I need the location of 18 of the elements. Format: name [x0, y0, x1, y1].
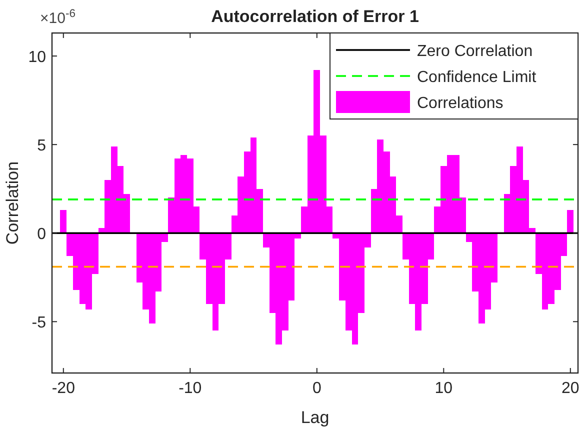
x-tick-label: -20	[52, 380, 76, 397]
legend-label: Confidence Limit	[417, 69, 537, 86]
bar	[567, 210, 574, 234]
x-tick-label: -10	[178, 380, 202, 397]
legend-label: Correlations	[417, 95, 504, 112]
text: ×10$^{-6}$	[40, 8, 76, 27]
x-tick-label: 20	[561, 380, 580, 397]
x-axis-title: Lag	[300, 408, 330, 427]
y-tick-label: 0	[37, 226, 46, 244]
y-tick-label: 5	[37, 138, 46, 155]
x-tick-label: 10	[434, 380, 453, 397]
bar	[60, 210, 67, 234]
chart-title: Autocorrelation of Error 1	[211, 7, 419, 26]
y-tick-label: 10	[28, 49, 46, 66]
y-axis-title: Correlation	[3, 161, 22, 245]
x-tick-label: 0	[312, 380, 322, 397]
y-tick-label: -5	[32, 314, 46, 332]
legend-label: Zero Correlation	[417, 43, 533, 60]
